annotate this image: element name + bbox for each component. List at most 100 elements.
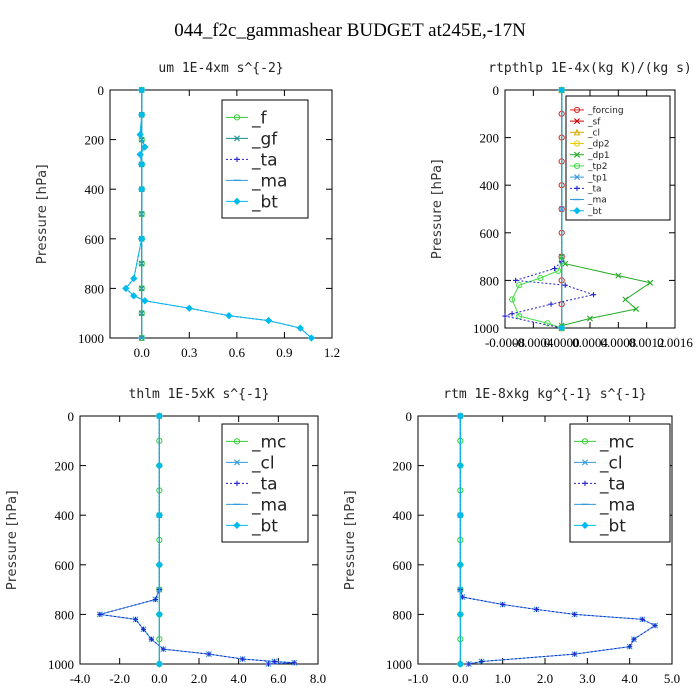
y-tick-label: 600 — [85, 232, 105, 247]
x-tick-label: 4.0 — [231, 671, 247, 686]
data-point — [548, 301, 554, 307]
data-point — [185, 304, 193, 312]
series-line — [561, 90, 652, 328]
data-point — [456, 511, 464, 519]
y-axis-label: Pressure [hPa] — [5, 490, 20, 590]
x-tick-label: 0.6 — [229, 345, 246, 360]
series-line — [459, 416, 657, 665]
y-tick-label: 1000 — [78, 331, 104, 346]
series-bt — [558, 86, 566, 332]
data-point — [516, 313, 523, 320]
x-tick-label: 0.0 — [452, 671, 468, 686]
plot-frame — [109, 89, 333, 339]
legend-swatch-marker — [233, 114, 241, 121]
series-bt — [456, 412, 464, 668]
data-point — [291, 660, 297, 666]
y-axis-label: Pressure [hPa] — [35, 164, 50, 264]
series-line — [511, 90, 563, 329]
legend-entry: _dp1 — [587, 151, 610, 161]
y-axis-label: Pressure [hPa] — [430, 159, 445, 259]
data-point — [456, 660, 464, 668]
data-point — [122, 284, 130, 293]
data-point — [572, 611, 578, 617]
y-tick-label: 1000 — [48, 657, 74, 672]
data-point — [544, 320, 551, 327]
legend-swatch-marker — [233, 197, 241, 206]
data-point — [456, 561, 464, 569]
legend-entry: _ta — [599, 474, 626, 494]
legend-swatch-marker — [574, 151, 580, 158]
x-tick-label: -2.0 — [109, 671, 130, 686]
legend-swatch-marker — [574, 174, 580, 181]
data-point — [138, 160, 146, 169]
legend-entry: _mc — [599, 432, 634, 452]
data-point — [155, 610, 163, 619]
legend-swatch-marker — [234, 135, 240, 142]
data-point — [516, 282, 523, 289]
legend-swatch-marker — [574, 118, 580, 125]
y-tick-label: 200 — [85, 133, 105, 148]
legend: _mc_cl_ta_ma_bt — [221, 423, 309, 543]
series-tp2 — [508, 86, 565, 332]
panel-title: thlm 1E-5xK s^{-1} — [129, 387, 270, 402]
panel-thlm: thlm 1E-5xK s^{-1} Pressure [hPa] 0 200 400 6… — [5, 387, 326, 686]
data-point — [130, 292, 138, 300]
legend-entry: _f — [251, 108, 268, 128]
data-point — [130, 274, 138, 283]
x-tick-label: 0.0 — [134, 345, 150, 360]
x-tick-label: -0.0008 — [485, 335, 525, 350]
data-point — [155, 561, 163, 569]
y-tick-label: 600 — [480, 226, 500, 241]
x-tick-label: 1.2 — [324, 345, 340, 360]
data-point — [155, 412, 163, 420]
legend-entry: _forcing — [587, 106, 624, 116]
y-tick-label: 0 — [493, 83, 500, 98]
data-point — [562, 282, 568, 288]
legend-swatch-marker — [234, 156, 240, 162]
legend-entry: _cl — [587, 128, 600, 138]
data-point — [647, 279, 654, 286]
x-tick-label: 0.0000 — [544, 335, 580, 350]
data-point — [240, 656, 246, 662]
data-point — [155, 511, 163, 519]
y-tick-label: 800 — [85, 281, 105, 296]
panel-um: um 1E-4xm s^{-2} Pressure [hPa] 0 200 400 600… — [35, 61, 340, 360]
legend-entry: _ma — [251, 171, 287, 191]
y-tick-label: 200 — [393, 459, 413, 474]
legend-swatch-marker — [234, 480, 240, 486]
legend-entry: _bt — [251, 516, 278, 536]
data-point — [509, 311, 515, 317]
data-point — [140, 626, 147, 632]
x-tick-label: 8.0 — [310, 671, 326, 686]
y-tick-label: 0 — [98, 83, 105, 98]
data-point — [537, 274, 544, 282]
legend-entry: _dp2 — [587, 140, 610, 150]
legend-swatch-marker — [234, 459, 240, 466]
y-tick-label: 800 — [480, 273, 500, 288]
x-tick-label: 2.0 — [191, 671, 207, 686]
data-point — [572, 651, 578, 657]
y-tick-label: 400 — [393, 508, 413, 523]
data-point — [533, 606, 540, 613]
legend-swatch-marker — [581, 521, 589, 530]
data-point — [500, 601, 506, 608]
x-tick-label: 4.0 — [622, 671, 638, 686]
y-tick-label: 400 — [85, 182, 105, 197]
x-tick-label: 0.0008 — [600, 335, 636, 350]
y-tick-label: 600 — [55, 558, 75, 573]
legend-entry: _mc — [251, 432, 286, 452]
x-tick-label: 0.0 — [151, 671, 167, 686]
legend-entry: _ta — [587, 184, 602, 194]
y-tick-label: 200 — [55, 459, 75, 474]
legend-entry: _tp1 — [587, 173, 607, 183]
legend-swatch-marker — [233, 521, 241, 530]
data-point — [132, 616, 139, 622]
data-point — [456, 610, 464, 619]
legend-swatch-marker — [582, 459, 588, 466]
series-bt — [122, 86, 316, 342]
data-point — [513, 277, 519, 283]
y-tick-label: 400 — [480, 178, 500, 193]
panel-rtpthlp: rtpthlp 1E-4x(kg K)/(kg s) Pressure [hPa]… — [430, 61, 693, 350]
data-point — [152, 596, 158, 603]
